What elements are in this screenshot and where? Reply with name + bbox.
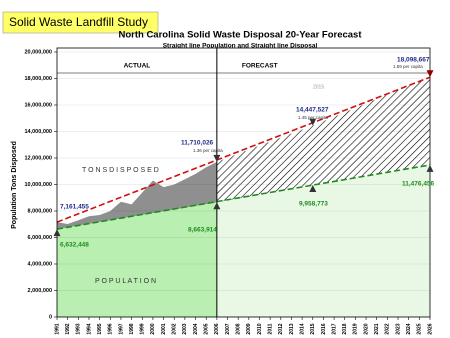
x-tick-label: 1995 xyxy=(97,323,103,334)
x-tick-label: 2011 xyxy=(267,323,273,334)
x-tick-label: 1993 xyxy=(76,323,82,334)
x-tick-label: 2000 xyxy=(150,323,156,334)
trend-line xyxy=(56,76,431,223)
annotation-label: 14,447,527 xyxy=(296,107,329,114)
x-tick-label: 1999 xyxy=(140,323,146,334)
marker xyxy=(426,70,434,78)
y-tick-label: 4,000,000 xyxy=(28,261,52,267)
x-tick-label: 2026 xyxy=(427,323,433,334)
x-tick-label: 2022 xyxy=(385,323,391,334)
annotation-label: 7,161,455 xyxy=(60,204,89,211)
section-label: ACTUAL xyxy=(124,63,151,70)
marker xyxy=(309,185,317,193)
x-tick-label: 2015 xyxy=(310,323,316,334)
series-label: P O P U L A T I O N xyxy=(95,278,156,285)
x-tick-label: 2020 xyxy=(363,323,369,334)
marker xyxy=(426,164,434,172)
x-tick-label: 1996 xyxy=(108,323,114,334)
y-tick-label: 10,000,000 xyxy=(24,182,52,188)
marker xyxy=(53,229,61,237)
x-tick-label: 2025 xyxy=(417,323,423,334)
annotation-note: 1.36 per capita xyxy=(193,148,223,153)
y-tick-label: 0 xyxy=(49,314,52,320)
marker xyxy=(213,154,221,162)
x-tick-label: 2009 xyxy=(246,323,252,334)
x-tick-label: 2013 xyxy=(289,323,295,334)
x-tick-label: 2019 xyxy=(353,323,359,334)
label-box xyxy=(2,11,159,34)
x-tick-label: 1997 xyxy=(118,323,124,334)
annotation-label: 18,098,667 xyxy=(397,57,430,64)
chart-title: North Carolina Solid Waste Disposal 20-Y… xyxy=(118,30,362,41)
marker xyxy=(213,202,221,210)
x-tick-label: 1992 xyxy=(65,323,71,334)
annotation-label: 9,958,773 xyxy=(299,201,328,208)
y-tick-label: 6,000,000 xyxy=(28,235,52,241)
y-tick-label: 2,000,000 xyxy=(28,288,52,294)
y-tick-label: 12,000,000 xyxy=(24,155,52,161)
section-label: FORECAST xyxy=(242,63,278,70)
x-tick-label: 2010 xyxy=(257,323,263,334)
series-label: T O N S D I S P O S E D xyxy=(82,167,159,174)
y-tick-label: 8,000,000 xyxy=(28,208,52,214)
page-label: Solid Waste Landfill Study xyxy=(9,15,148,29)
y-axis-label: Population Tons Disposed xyxy=(11,141,18,229)
population-actual-area xyxy=(57,202,217,317)
x-tick-label: 2024 xyxy=(406,323,412,334)
annotation-note: 1.45 per capita xyxy=(298,115,328,120)
population-forecast-area xyxy=(216,164,430,317)
annotation-label: 8,663,914 xyxy=(188,227,217,234)
x-tick-label: 2007 xyxy=(225,323,231,334)
x-tick-label: 2017 xyxy=(331,323,337,334)
x-tick-label: 2014 xyxy=(299,323,305,334)
x-tick-label: 2016 xyxy=(321,323,327,334)
marker xyxy=(309,118,317,126)
x-tick-label: 2018 xyxy=(342,323,348,334)
y-tick-label: 20,000,000 xyxy=(24,49,52,55)
y-tick-label: 18,000,000 xyxy=(24,76,52,82)
x-tick-label: 1994 xyxy=(86,323,92,334)
trend-line xyxy=(56,164,431,230)
y-tick-label: 14,000,000 xyxy=(24,129,52,135)
annotation-label: 11,710,026 xyxy=(181,140,214,147)
x-tick-label: 2008 xyxy=(235,323,241,334)
x-tick-label: 2003 xyxy=(182,323,188,334)
annotation-label: 11,476,456 xyxy=(402,181,435,188)
annotation-year: 2015 xyxy=(313,84,324,90)
x-tick-label: 1998 xyxy=(129,323,135,334)
chart-subtitle: Straight line Population and Straight li… xyxy=(163,43,318,50)
x-tick-label: 2023 xyxy=(395,323,401,334)
annotation-label: 6,632,448 xyxy=(60,242,89,249)
x-tick-label: 2002 xyxy=(172,323,178,334)
plot-frame xyxy=(56,47,431,318)
y-tick-label: 16,000,000 xyxy=(24,102,52,108)
x-tick-label: 2004 xyxy=(193,323,199,334)
x-tick-label: 2005 xyxy=(204,323,210,334)
x-tick-label: 1991 xyxy=(54,323,60,334)
x-tick-label: 2006 xyxy=(214,323,220,334)
x-tick-label: 2001 xyxy=(161,323,167,334)
x-tick-label: 2012 xyxy=(278,323,284,334)
annotation-note: 1.59 per capita xyxy=(393,64,423,69)
x-tick-label: 2021 xyxy=(374,323,380,334)
